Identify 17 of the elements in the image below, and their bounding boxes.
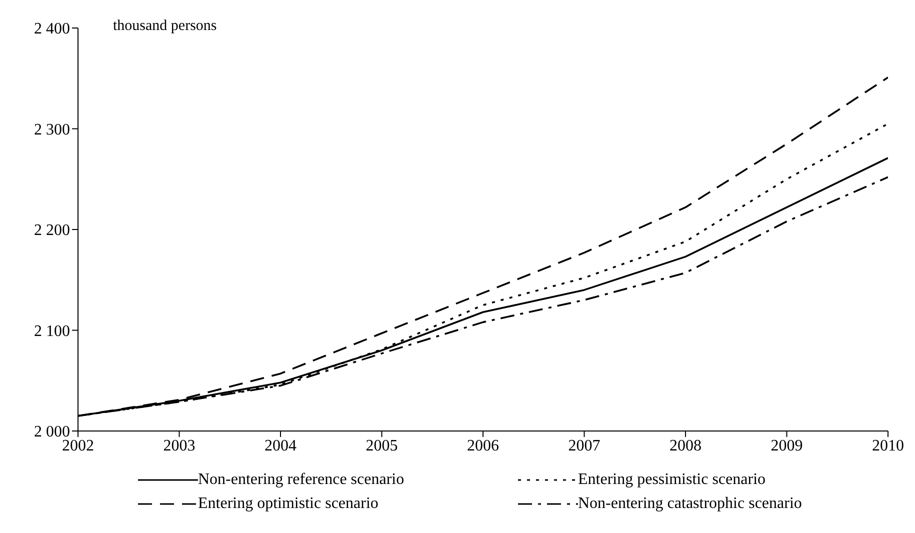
x-tick-label: 2009: [770, 437, 803, 454]
x-tick-label: 2007: [568, 437, 600, 454]
x-tick-label: 2004: [264, 437, 296, 454]
x-tick-label: 2006: [467, 437, 499, 454]
y-tick-label: 2 100: [34, 322, 70, 340]
x-tick-label: 2005: [366, 437, 398, 454]
legend-label: Entering optimistic scenario: [198, 495, 378, 513]
legend-label: Non-entering catastrophic scenario: [578, 495, 802, 513]
y-tick-label: 2 200: [34, 222, 70, 240]
y-tick-label: 2 300: [34, 121, 70, 138]
y-tick-label: 2 400: [34, 20, 70, 38]
x-tick-label: 2003: [163, 437, 196, 454]
x-tick-label: 2010: [872, 437, 904, 454]
y-axis-title: thousand persons: [113, 18, 217, 35]
legend-label: Entering pessimistic scenario: [578, 471, 766, 489]
legend-label: Non-entering reference scenario: [198, 471, 404, 489]
x-tick-label: 2008: [670, 437, 702, 454]
